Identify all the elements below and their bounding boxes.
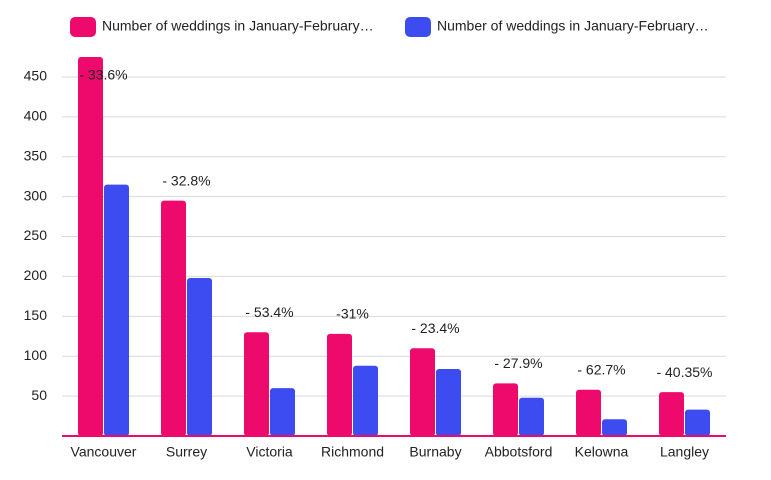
- annotation: - 33.6%: [79, 67, 127, 83]
- annotation: - 40.35%: [656, 364, 712, 380]
- bar: [659, 392, 684, 436]
- annotation: - 23.4%: [411, 320, 459, 336]
- bar: [244, 332, 269, 436]
- annotation: -31%: [336, 306, 369, 322]
- bar: [410, 348, 435, 436]
- bar: [353, 365, 378, 436]
- bar: [104, 184, 129, 436]
- bar: [519, 397, 544, 436]
- legend-swatch: [70, 17, 96, 37]
- bar: [161, 200, 186, 436]
- bar: [685, 409, 710, 436]
- bar: [270, 388, 295, 436]
- bar: [187, 278, 212, 436]
- annotation: - 27.9%: [494, 355, 542, 371]
- y-tick-label: 200: [24, 267, 48, 283]
- bar: [576, 389, 601, 436]
- x-tick-label: Richmond: [321, 444, 384, 460]
- annotation: - 53.4%: [245, 304, 293, 320]
- x-tick-label: Langley: [660, 444, 709, 460]
- annotation: - 32.8%: [162, 172, 210, 188]
- bar: [602, 419, 627, 436]
- bar: [327, 333, 352, 436]
- legend-label: Number of weddings in January-February…: [102, 18, 374, 34]
- y-tick-label: 300: [24, 187, 48, 203]
- bar: [436, 368, 461, 436]
- y-tick-label: 150: [24, 307, 48, 323]
- x-tick-label: Victoria: [246, 444, 293, 460]
- y-tick-label: 100: [24, 347, 48, 363]
- annotation: - 62.7%: [577, 361, 625, 377]
- x-tick-label: Kelowna: [575, 444, 629, 460]
- y-tick-label: 250: [24, 227, 48, 243]
- y-tick-label: 450: [24, 68, 48, 84]
- y-tick-label: 350: [24, 147, 48, 163]
- bar: [78, 56, 103, 436]
- x-tick-label: Surrey: [166, 444, 207, 460]
- x-tick-label: Vancouver: [71, 444, 137, 460]
- bar: [493, 383, 518, 436]
- legend-label: Number of weddings in January-February…: [437, 18, 709, 34]
- y-tick-label: 400: [24, 108, 48, 124]
- x-tick-label: Abbotsford: [485, 444, 553, 460]
- y-tick-label: 50: [31, 387, 47, 403]
- x-tick-label: Burnaby: [409, 444, 461, 460]
- legend-swatch: [405, 17, 431, 37]
